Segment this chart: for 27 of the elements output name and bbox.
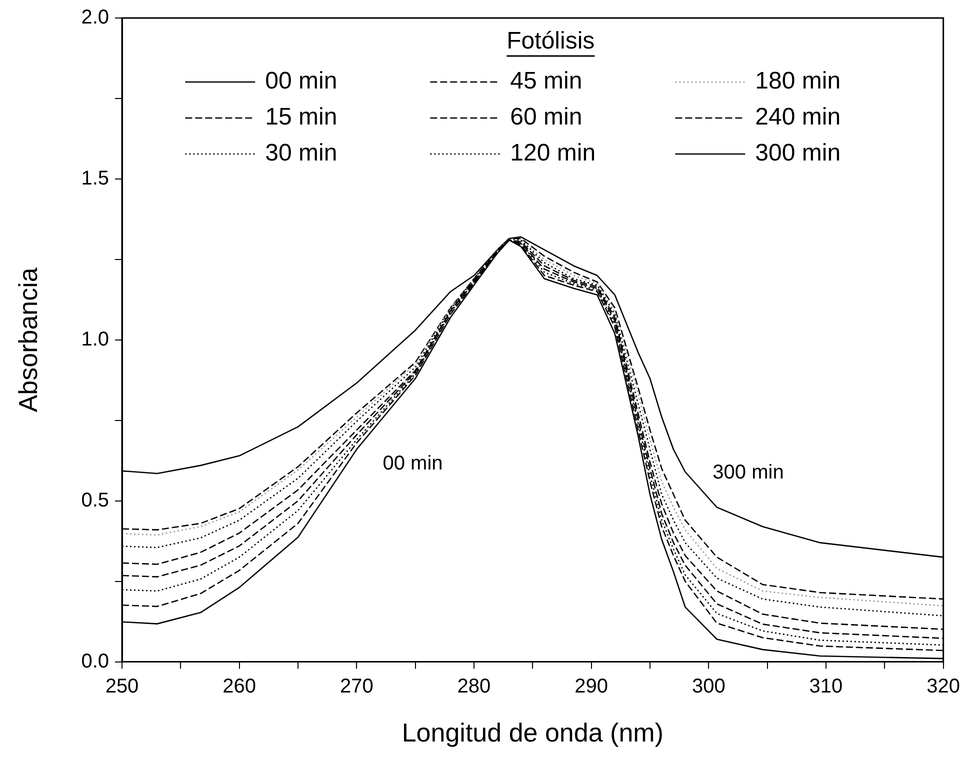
legend-label: 30 min — [265, 140, 338, 167]
x-tick-label: 290 — [574, 675, 608, 698]
x-tick-label: 270 — [340, 675, 374, 698]
y-tick-label: 1.5 — [81, 167, 110, 190]
x-tick-label: 310 — [809, 675, 843, 698]
annotation: 00 min — [382, 452, 443, 475]
y-axis-title: Absorbancia — [12, 267, 43, 412]
annotation: 300 min — [712, 462, 784, 484]
x-tick-label: 320 — [926, 675, 960, 698]
y-tick-label: 0.0 — [81, 650, 110, 672]
legend-label: 180 min — [755, 68, 841, 95]
x-tick-label: 250 — [105, 675, 139, 698]
legend-label: 60 min — [510, 104, 582, 131]
y-tick-label: 1.0 — [81, 328, 110, 350]
x-tick-label: 280 — [457, 675, 491, 698]
legend-label: 00 min — [265, 68, 338, 95]
legend-label: 120 min — [510, 140, 596, 167]
x-axis-title: Longitud de onda (nm) — [402, 718, 664, 748]
y-tick-label: 2.0 — [81, 6, 110, 29]
y-tick-label: 0.5 — [81, 489, 110, 512]
legend-label: 15 min — [265, 104, 338, 131]
legend-label: 45 min — [510, 68, 582, 95]
legend-label: 240 min — [755, 104, 841, 131]
legend-title: Fotólisis — [506, 28, 595, 55]
legend-label: 300 min — [755, 140, 841, 167]
x-tick-label: 260 — [222, 675, 256, 698]
x-tick-label: 300 — [692, 675, 726, 698]
